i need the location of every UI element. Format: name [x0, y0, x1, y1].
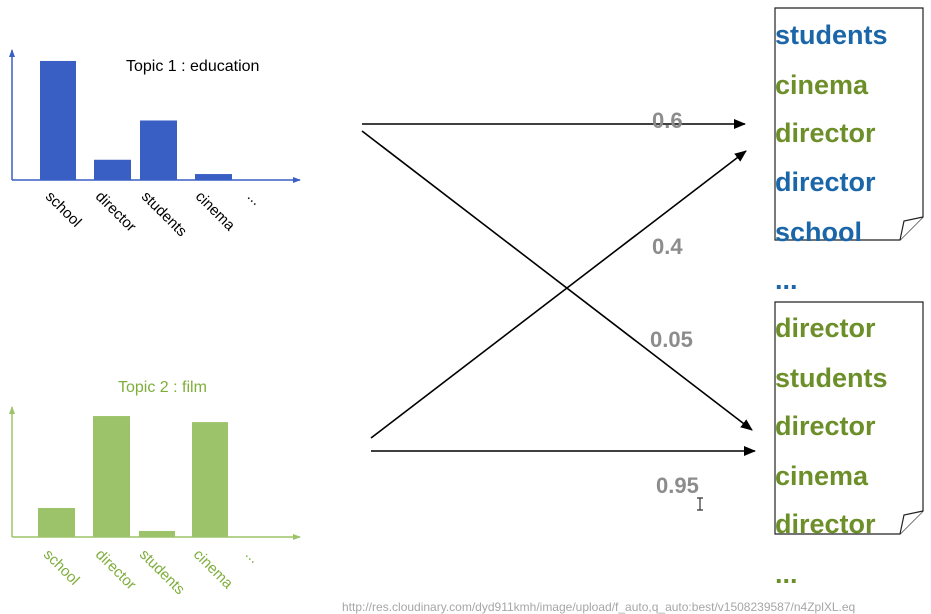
source-url: http://res.cloudinary.com/dyd911kmh/imag… [342, 600, 856, 614]
topic2-bar-school [38, 507, 75, 537]
document-2-word: director [775, 509, 876, 539]
topic2-bars [38, 416, 228, 537]
topic1-bars [40, 60, 232, 181]
topic2-bar-students [139, 530, 175, 537]
topic1-bar-students [140, 120, 177, 180]
document-1-fold [899, 216, 924, 241]
document-1-word: students [775, 20, 888, 50]
topic2-title: Topic 2 : film [118, 379, 207, 396]
weight-topic1-doc1: 0.6 [652, 108, 683, 133]
topic1-bar-director [94, 159, 131, 180]
topic1-bar-cinema [195, 174, 232, 180]
document-2-word: cinema [775, 461, 869, 491]
document-2-fold [899, 510, 924, 535]
document-1-word: ... [775, 265, 798, 295]
document-1-word: school [775, 217, 863, 247]
document-2-word: director [775, 411, 876, 441]
document-2-word: ... [775, 559, 798, 589]
document-2-word: director [775, 313, 876, 343]
weight-topic2-doc2: 0.95 [656, 473, 699, 498]
text-cursor-icon [697, 497, 703, 511]
weight-topic1-doc2: 0.05 [650, 327, 693, 352]
document-1-word: director [775, 118, 876, 148]
topic2-bar-director [93, 416, 130, 537]
weight-topic2-doc1: 0.4 [652, 234, 683, 259]
document-1-word: director [775, 167, 876, 197]
arrow-topic2-doc1 [370, 150, 747, 439]
topic2-bar-cinema [192, 422, 228, 537]
arrow-topic1-doc2 [361, 130, 753, 431]
document-1-word: cinema [775, 70, 869, 100]
document-2-word: students [775, 363, 888, 393]
topic1-title: Topic 1 : education [126, 58, 260, 75]
topic1-bar-school [40, 60, 76, 181]
